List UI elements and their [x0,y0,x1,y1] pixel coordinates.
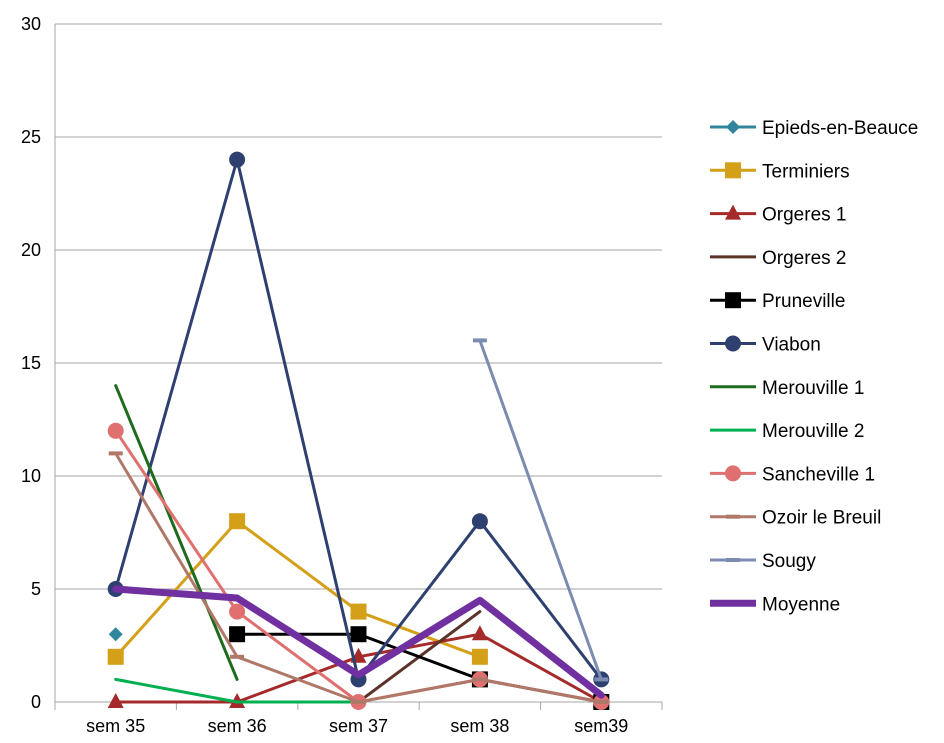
legend-label: Viabon [762,335,821,356]
data-point-circle [471,513,488,530]
data-point-dash [108,451,123,456]
x-tick-label: sem 38 [450,716,509,736]
legend-item-ozoir-le-breuil: Ozoir le Breuil [710,508,881,529]
data-point-square [350,626,367,643]
legend-item-pruneville: Pruneville [710,291,845,312]
series-group [107,151,610,710]
x-tick-label: sem39 [574,716,628,736]
legend-item-viabon: Viabon [710,335,821,356]
legend-label: Merouville 1 [762,378,864,399]
legend-item-orgeres-2: Orgeres 2 [710,248,846,269]
data-point-dash [726,558,740,562]
legend-label: Orgeres 2 [762,248,846,269]
data-point-circle [229,603,246,620]
series-moyenne [112,585,605,699]
legend-item-sougy: Sougy [710,551,816,572]
data-point-square [725,162,741,179]
data-point-dash [726,514,740,519]
data-point-circle [725,335,741,352]
series-line [114,158,603,681]
series-line [478,338,603,681]
series-line [114,677,360,704]
tick-labels: 0 5 10 15 20 25 30 sem 35 sem 36 sem 37 sem 38 sem3… [21,14,628,736]
legend-label: Sancheville 1 [762,464,875,485]
legend-label: Epieds-en-Beauce [762,118,918,139]
data-point-square [229,626,246,643]
data-point-circle [725,465,741,482]
legend-item-terminiers: Terminiers [710,161,850,182]
data-point-circle [229,151,246,168]
data-point-square [229,513,246,530]
legend-item-orgeres-1: Orgeres 1 [710,204,846,226]
data-point-square [107,648,124,665]
series-merouville-1 [114,384,239,681]
legend-label: Moyenne [762,594,840,615]
y-tick-label: 5 [31,579,41,599]
data-point-diamond [108,627,123,642]
x-tick-label: sem 37 [329,716,388,736]
data-point-dash [472,338,487,343]
legend-item-sancheville-1: Sancheville 1 [710,464,875,485]
data-point-dash [472,677,487,682]
x-tick-label: sem 35 [86,716,145,736]
data-point-dash [230,654,245,659]
data-point-dash [594,677,609,682]
legend-label: Terminiers [762,161,850,182]
data-point-triangle [471,625,488,641]
data-point-dash [594,700,609,704]
legend-label: Ozoir le Breuil [762,508,881,529]
data-point-dash [351,700,366,704]
series-ozoir-le-breuil [108,451,609,704]
data-point-square [350,603,367,620]
series-orgeres-1 [107,625,610,708]
legend-label: Merouville 2 [762,421,864,442]
series-line [112,585,605,699]
series-line [114,451,603,704]
legend-label: Sougy [762,551,816,572]
x-tick-label: sem 36 [208,716,267,736]
legend-item-merouville-1: Merouville 1 [710,378,864,399]
series-sougy [472,338,609,682]
data-point-triangle [107,693,124,708]
y-tick-label: 30 [21,14,41,34]
data-point-square [725,292,741,309]
y-tick-label: 10 [21,466,41,486]
y-tick-label: 20 [21,240,41,260]
legend: Epieds-en-Beauce Terminiers Orgeres 1 Orger… [710,118,918,615]
gridlines [55,23,662,590]
legend-item-moyenne: Moyenne [710,594,840,615]
data-point-diamond [726,120,740,134]
data-point-circle [107,422,124,439]
data-point-triangle [725,204,741,220]
legend-label: Orgeres 1 [762,205,846,226]
series-line [114,384,239,681]
legend-item-merouville-2: Merouville 2 [710,421,864,442]
y-tick-label: 0 [31,692,41,712]
y-tick-label: 15 [21,353,41,373]
data-point-square [471,648,488,665]
series-merouville-2 [114,677,360,704]
series-epieds-en-beauce [108,627,123,642]
legend-label: Pruneville [762,291,845,312]
y-tick-label: 25 [21,127,41,147]
legend-item-epieds-en-beauce: Epieds-en-Beauce [710,118,918,139]
